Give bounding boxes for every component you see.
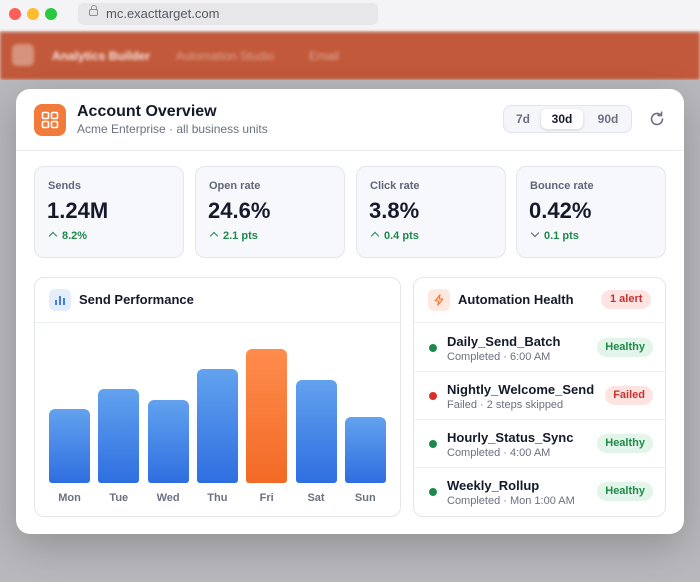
automation-meta: Completed · 6:00 AM — [447, 351, 551, 363]
stat-card-sends: Sends 1.24M 8.2% — [34, 166, 184, 258]
panel-title: Automation Health — [458, 292, 574, 307]
bar-chart-icon — [49, 289, 71, 311]
alert-count-badge[interactable]: 1 alert — [601, 290, 652, 309]
stat-delta: 0.4 pts — [370, 230, 419, 242]
automation-row[interactable]: Hourly_Status_Sync Completed · 4:00 AM Hea… — [414, 420, 665, 468]
arrow-up-icon — [48, 231, 58, 241]
stat-card-bounce-rate: Bounce rate 0.42% 0.1 pts — [516, 166, 666, 258]
arrow-up-icon — [209, 231, 219, 241]
automation-name: Nightly_Welcome_Send — [447, 382, 595, 397]
status-ok-dot — [429, 488, 437, 496]
bar-thu[interactable] — [196, 369, 238, 483]
stat-card-open-rate: Open rate 24.6% 2.1 pts — [195, 166, 345, 258]
range-90d-button[interactable]: 90d — [597, 112, 619, 126]
automation-row[interactable]: Daily_Send_Batch Completed · 6:00 AM Healt… — [414, 324, 665, 372]
lightning-icon — [428, 289, 450, 311]
bar-sat[interactable] — [295, 380, 337, 483]
refresh-icon[interactable] — [648, 110, 666, 128]
arrow-up-icon — [370, 231, 380, 241]
stat-delta: 8.2% — [48, 230, 87, 242]
send-performance-chart: Mon Tue Wed Thu Fri Sat Sun — [35, 324, 400, 516]
minimize-window-button[interactable] — [27, 8, 39, 20]
nav-email: Email — [309, 49, 340, 63]
status-ok-dot — [429, 440, 437, 448]
x-tick-label: Tue — [109, 492, 129, 504]
browser-chrome: mc.exacttarget.com — [0, 0, 700, 32]
account-overview-modal: Account Overview Acme Enterprise · all b… — [16, 89, 684, 534]
panel-title: Send Performance — [79, 292, 194, 307]
bar-mon[interactable] — [49, 409, 90, 483]
stat-delta: 2.1 pts — [209, 230, 258, 242]
x-tick-label: Mon — [58, 492, 81, 504]
stat-label: Open rate — [209, 180, 261, 192]
stat-value: 24.6% — [208, 198, 271, 223]
status-badge: Healthy — [597, 338, 653, 357]
automation-name: Weekly_Rollup — [447, 478, 540, 493]
panel-header: Automation Health 1 alert — [414, 278, 665, 323]
status-badge: Healthy — [597, 434, 653, 453]
send-performance-panel: Send Performance Mon Tue Wed Thu Fri Sat Sun — [34, 277, 401, 517]
app-top-bar: Analytics Builder Automation Studio Emai… — [0, 32, 700, 80]
nav-automation-studio: Automation Studio — [176, 49, 275, 63]
arrow-down-icon — [530, 228, 540, 238]
automation-meta: Completed · 4:00 AM — [447, 447, 551, 459]
status-badge: Failed — [605, 386, 653, 405]
x-tick-label: Sat — [307, 492, 325, 504]
range-7d-button[interactable]: 7d — [515, 112, 530, 126]
dashboard-icon — [34, 104, 66, 136]
automation-meta: Failed · 2 steps skipped — [447, 399, 564, 411]
modal-title: Account Overview — [77, 103, 217, 120]
bar-sun[interactable] — [344, 417, 386, 483]
maximize-window-button[interactable] — [45, 8, 57, 20]
automation-health-panel: Automation Health 1 alert Daily_Send_Bat… — [413, 277, 666, 517]
automation-row[interactable]: Nightly_Welcome_Send Failed · 2 steps ski… — [414, 372, 665, 420]
automation-meta: Completed · Mon 1:00 AM — [447, 495, 575, 507]
status-ok-dot — [429, 344, 437, 352]
app-logo-icon — [12, 44, 34, 66]
bar-fri[interactable] — [246, 349, 288, 483]
stat-delta: 0.1 pts — [530, 228, 579, 242]
modal-subtitle: Acme Enterprise · all business units — [77, 122, 268, 136]
date-range-selector: 7d 30d 90d — [503, 105, 632, 133]
automation-name: Hourly_Status_Sync — [447, 430, 574, 445]
stat-label: Sends — [48, 180, 82, 192]
x-tick-label: Fri — [259, 492, 274, 504]
stat-value: 3.8% — [369, 198, 420, 223]
x-tick-label: Sun — [354, 492, 376, 504]
x-tick-label: Thu — [207, 492, 228, 504]
modal-header: Account Overview Acme Enterprise · all b… — [16, 89, 684, 151]
status-error-dot — [429, 392, 437, 400]
address-bar-url: mc.exacttarget.com — [106, 6, 220, 21]
lock-icon — [89, 5, 98, 16]
stat-value: 1.24M — [47, 198, 109, 223]
address-bar[interactable]: mc.exacttarget.com — [78, 3, 378, 25]
automation-row[interactable]: Weekly_Rollup Completed · Mon 1:00 AM Heal… — [414, 468, 665, 516]
bar-wed[interactable] — [147, 400, 189, 483]
stat-value: 0.42% — [529, 198, 592, 223]
x-tick-label: Wed — [156, 492, 180, 504]
status-badge: Healthy — [597, 482, 653, 501]
close-window-button[interactable] — [9, 8, 21, 20]
panel-header: Send Performance — [35, 278, 400, 323]
automation-name: Daily_Send_Batch — [447, 334, 561, 349]
stat-label: Click rate — [370, 180, 420, 192]
range-30d-button[interactable]: 30d — [541, 109, 583, 129]
stat-label: Bounce rate — [530, 180, 594, 192]
nav-analytics-builder: Analytics Builder — [52, 49, 151, 63]
stat-card-click-rate: Click rate 3.8% 0.4 pts — [356, 166, 506, 258]
bar-tue[interactable] — [98, 389, 140, 483]
